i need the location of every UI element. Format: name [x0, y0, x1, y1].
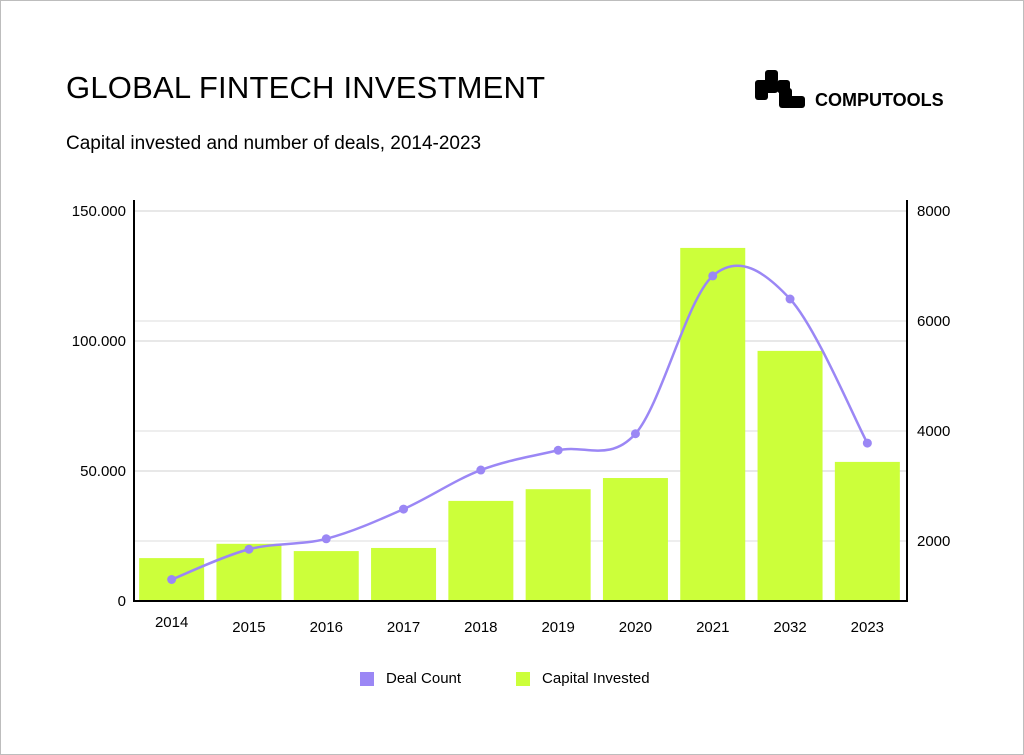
- bar-2021: [680, 247, 746, 602]
- bar-2032: [757, 350, 823, 601]
- x-tick-label: 2014: [155, 614, 188, 631]
- deal-count-point-2020: [630, 429, 640, 439]
- x-tick-label: 2018: [464, 619, 497, 636]
- legend-swatch-deal-count: [360, 671, 374, 686]
- logo: COMPUTOOLS: [755, 68, 944, 111]
- x-tick-label: 2021: [696, 619, 729, 636]
- deal-count-point-2032: [785, 294, 795, 304]
- left-tick-label: 100.000: [72, 333, 126, 350]
- computools-logo-icon: [755, 69, 805, 108]
- logo-text: COMPUTOOLS: [815, 90, 944, 110]
- legend-label-deal-count: Deal Count: [386, 670, 462, 687]
- legend-label-capital-invested: Capital Invested: [542, 670, 650, 687]
- bar-2023: [834, 461, 900, 601]
- left-tick-label: 0: [118, 593, 126, 610]
- deal-count-point-2016: [321, 534, 331, 544]
- legend-swatch-capital-invested: [516, 671, 531, 686]
- chart-subtitle: Capital invested and number of deals, 20…: [66, 133, 482, 154]
- x-tick-label: 2017: [387, 619, 420, 636]
- x-tick-label: 2016: [310, 619, 343, 636]
- bar-2016: [293, 551, 359, 601]
- x-tick-label: 2019: [541, 619, 574, 636]
- deal-count-point-2017: [399, 504, 409, 514]
- deal-count-point-2019: [553, 445, 563, 455]
- deal-count-point-2018: [476, 465, 486, 475]
- x-tick-label: 2023: [851, 619, 884, 636]
- x-tick-label: 2032: [773, 619, 806, 636]
- right-tick-label: 2000: [917, 533, 950, 550]
- deal-count-point-2015: [244, 544, 254, 554]
- bar-2017: [371, 547, 437, 601]
- bar-2018: [448, 500, 514, 601]
- left-tick-label: 150.000: [72, 203, 126, 220]
- right-tick-label: 4000: [917, 423, 950, 440]
- x-tick-label: 2015: [232, 619, 265, 636]
- legend: Deal Count Capital Invested: [360, 670, 650, 687]
- deal-count-point-2023: [862, 438, 872, 448]
- deal-count-point-2014: [167, 574, 177, 584]
- left-tick-label: 50.000: [80, 463, 126, 480]
- right-tick-label: 8000: [917, 203, 950, 220]
- deal-count-point-2021: [708, 271, 718, 281]
- bar-2019: [525, 489, 591, 601]
- chart-title: GLOBAL FINTECH INVESTMENT: [66, 70, 546, 105]
- x-tick-label: 2020: [619, 619, 652, 636]
- right-tick-label: 6000: [917, 313, 950, 330]
- bar-2020: [602, 478, 668, 601]
